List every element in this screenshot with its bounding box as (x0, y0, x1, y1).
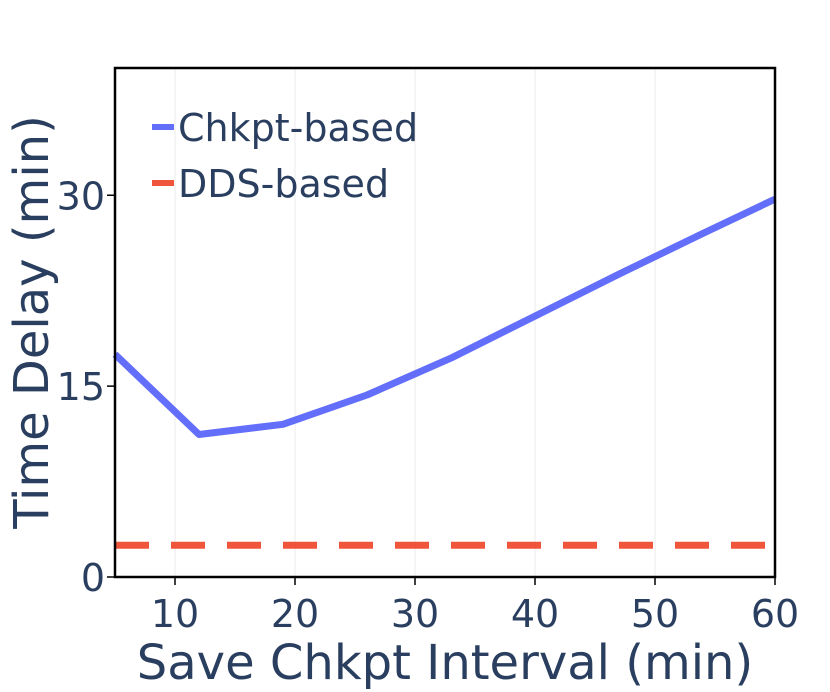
axis-ticks: 10 20 30 40 50 60 0 15 30 (57, 174, 800, 636)
y-tick-label: 0 (81, 556, 105, 600)
x-tick-label: 20 (271, 592, 319, 636)
y-tick-label: 30 (57, 174, 105, 218)
x-tick-label: 30 (391, 592, 439, 636)
legend-label-chkpt: Chkpt-based (178, 106, 418, 150)
plot-frame (113, 66, 777, 579)
legend-label-dds: DDS-based (178, 162, 389, 206)
series-line-chkpt-based (112, 195, 777, 438)
y-axis-title: Time Delay (min) (4, 115, 60, 530)
x-axis-title: Save Chkpt Interval (min) (137, 635, 753, 691)
y-tick-label: 15 (57, 365, 105, 409)
x-tick-label: 50 (631, 592, 679, 636)
x-tick-label: 10 (151, 592, 199, 636)
series-lines (112, 195, 777, 549)
legend: Chkpt-based DDS-based (152, 106, 418, 206)
x-tick-label: 60 (751, 592, 799, 636)
x-tick-label: 40 (511, 592, 559, 636)
